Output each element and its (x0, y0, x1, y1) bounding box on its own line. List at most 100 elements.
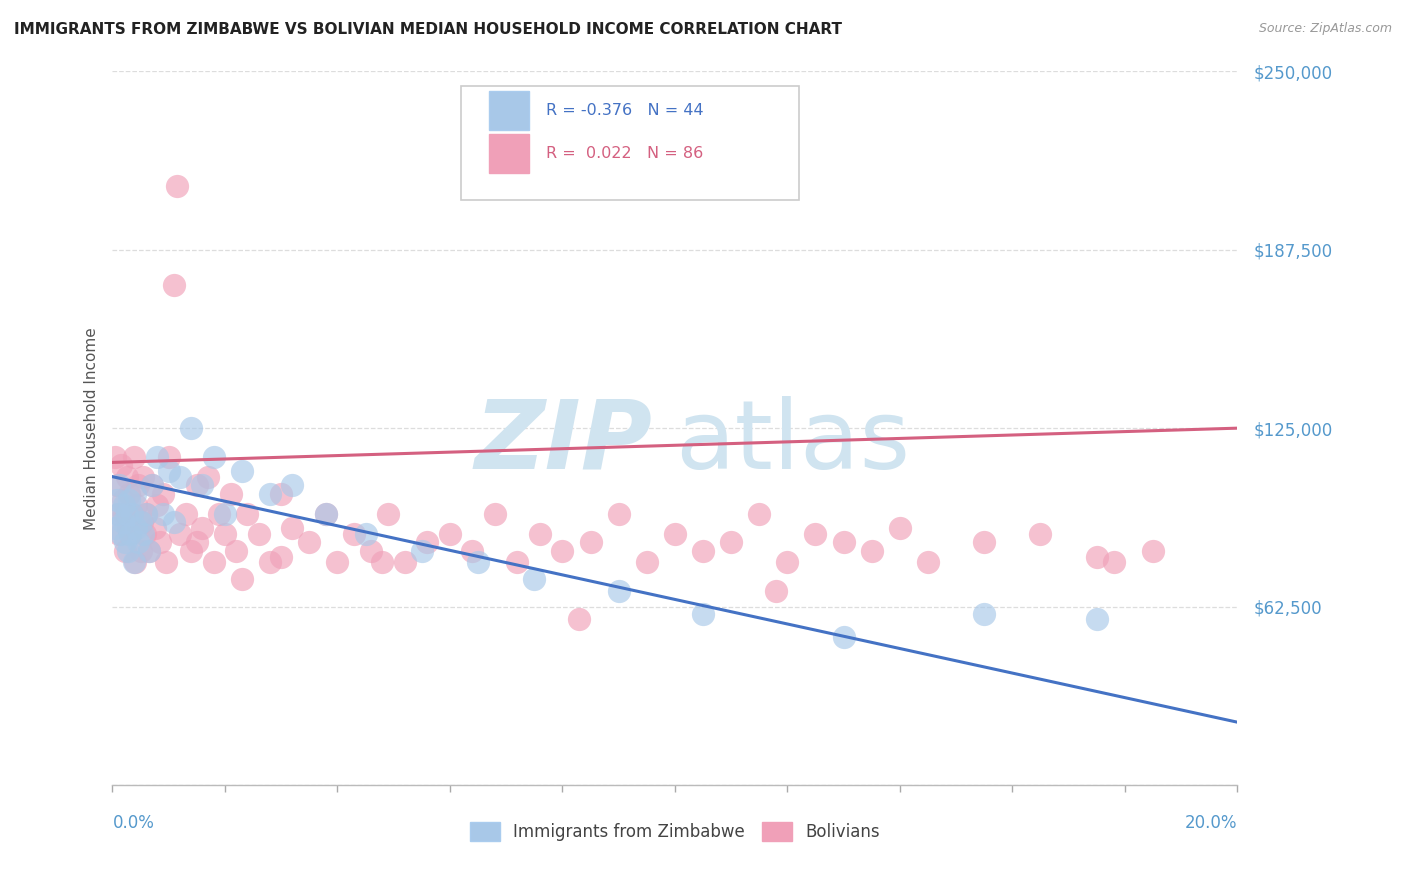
Point (141, 478, 163, 492)
Point (748, 507, 770, 521)
Point (127, 478, 149, 492)
Point (832, 630, 855, 644)
Point (157, 464, 180, 478)
Text: ZIP: ZIP (474, 396, 652, 489)
Point (107, 507, 129, 521)
Text: atlas: atlas (675, 396, 910, 489)
Point (124, 487, 146, 501)
Point (129, 516, 152, 530)
Point (270, 487, 292, 501)
Point (118, 487, 141, 501)
Point (607, 583, 630, 598)
Point (439, 526, 461, 541)
Point (484, 507, 506, 521)
Point (191, 521, 214, 535)
Point (259, 555, 281, 569)
Point (146, 498, 169, 512)
Point (281, 478, 304, 492)
Point (720, 535, 742, 549)
Point (169, 526, 191, 541)
Point (122, 555, 145, 569)
Point (122, 450, 145, 464)
Point (186, 535, 208, 549)
Point (180, 544, 202, 558)
Point (416, 535, 439, 549)
Point (155, 555, 177, 569)
Point (270, 549, 292, 564)
FancyBboxPatch shape (489, 134, 529, 173)
Point (132, 526, 155, 541)
Point (127, 535, 149, 549)
Text: Source: ZipAtlas.com: Source: ZipAtlas.com (1258, 22, 1392, 36)
Text: IMMIGRANTS FROM ZIMBABWE VS BOLIVIAN MEDIAN HOUSEHOLD INCOME CORRELATION CHART: IMMIGRANTS FROM ZIMBABWE VS BOLIVIAN MED… (14, 22, 842, 37)
Point (149, 535, 172, 549)
Point (174, 507, 197, 521)
Point (143, 521, 166, 535)
Point (889, 521, 911, 535)
Point (1142, 544, 1164, 558)
Point (860, 544, 883, 558)
Point (394, 555, 416, 569)
Point (135, 507, 157, 521)
Point (121, 507, 143, 521)
Point (636, 555, 658, 569)
Point (214, 526, 236, 541)
Point (377, 507, 399, 521)
Point (134, 526, 156, 541)
Point (112, 498, 135, 512)
Point (202, 450, 225, 464)
Point (110, 526, 132, 541)
Point (166, 178, 188, 193)
Point (111, 516, 134, 530)
Point (124, 555, 146, 569)
Point (692, 607, 714, 621)
Point (776, 555, 799, 569)
Text: 0.0%: 0.0% (112, 814, 155, 831)
Point (107, 507, 129, 521)
Point (692, 544, 714, 558)
Point (259, 487, 281, 501)
Point (138, 544, 160, 558)
Point (247, 526, 270, 541)
Point (506, 555, 529, 569)
Point (579, 535, 602, 549)
Point (108, 526, 131, 541)
Point (163, 278, 186, 293)
Point (114, 535, 136, 549)
Point (146, 450, 169, 464)
Point (1102, 555, 1125, 569)
Point (202, 555, 225, 569)
Point (105, 478, 128, 492)
Point (129, 544, 152, 558)
Point (607, 507, 630, 521)
Point (219, 487, 242, 501)
Point (135, 507, 157, 521)
Point (131, 516, 153, 530)
Point (371, 555, 394, 569)
Point (343, 526, 366, 541)
Point (225, 544, 247, 558)
FancyBboxPatch shape (489, 91, 529, 130)
Point (112, 507, 135, 521)
Point (208, 507, 231, 521)
Point (360, 544, 382, 558)
Point (326, 555, 349, 569)
Point (315, 507, 337, 521)
Point (973, 535, 995, 549)
Point (163, 516, 186, 530)
Point (152, 507, 174, 521)
Legend: Immigrants from Zimbabwe, Bolivians: Immigrants from Zimbabwe, Bolivians (464, 815, 886, 848)
Text: 20.0%: 20.0% (1185, 814, 1237, 831)
Point (115, 469, 138, 483)
Point (104, 450, 127, 464)
Point (180, 421, 202, 435)
Point (125, 498, 148, 512)
Point (804, 526, 827, 541)
Point (197, 469, 219, 483)
Point (231, 464, 253, 478)
Point (315, 507, 337, 521)
Point (461, 544, 484, 558)
Point (411, 544, 433, 558)
Point (191, 478, 214, 492)
Point (120, 526, 142, 541)
